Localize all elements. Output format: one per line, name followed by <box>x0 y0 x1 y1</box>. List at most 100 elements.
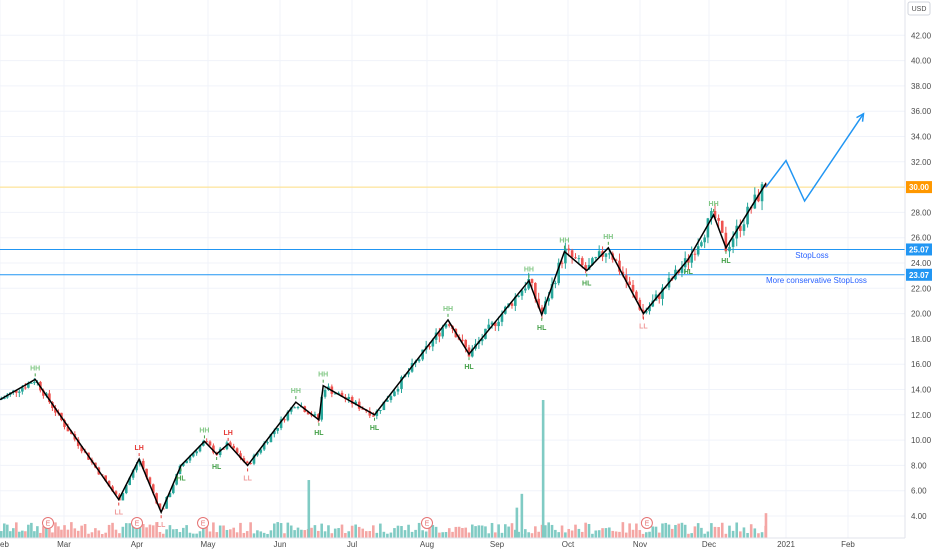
volume-bar <box>577 528 581 538</box>
candle-body <box>547 298 550 302</box>
pivot-label: HH <box>559 238 569 245</box>
volume-bar <box>644 532 648 538</box>
volume-bar <box>444 532 448 538</box>
candle-body <box>124 484 128 494</box>
candle-body <box>690 253 693 263</box>
volume-bar <box>212 522 215 538</box>
x-tick-label: Oct <box>562 540 575 549</box>
candle-body <box>648 306 651 312</box>
earnings-event-icon[interactable] <box>640 517 653 529</box>
pivot-label: HL <box>537 325 547 332</box>
x-tick-label: Feb <box>841 540 855 549</box>
candle-body <box>494 322 497 327</box>
volume-bar <box>48 528 51 538</box>
candle-body <box>584 265 587 270</box>
price-badge-text: 23.07 <box>909 271 930 280</box>
volume-bar <box>651 526 655 538</box>
volume-bar <box>229 529 232 538</box>
y-tick-label: 6.00 <box>911 487 927 496</box>
candle-body <box>357 401 361 409</box>
candle-body <box>232 445 236 449</box>
candle-body <box>534 282 537 299</box>
candle-body <box>104 475 107 482</box>
candle-body <box>256 452 259 456</box>
candle-body <box>340 392 344 397</box>
candle-body <box>21 387 24 392</box>
earnings-event-icon[interactable] <box>131 517 143 529</box>
y-tick-label: 22.00 <box>911 284 932 293</box>
pivot-label: HL <box>582 281 592 288</box>
candle-body <box>269 434 273 443</box>
candle-body <box>624 275 628 282</box>
volume-bar <box>66 529 70 538</box>
y-tick-label: 20.00 <box>911 310 932 319</box>
volume-bar <box>541 400 545 538</box>
candle-body <box>347 396 351 400</box>
earnings-event-icon[interactable] <box>421 517 433 529</box>
annotation-text: StopLoss <box>795 251 828 260</box>
volume-bar <box>317 530 320 538</box>
volume-bar <box>104 532 107 538</box>
candle-body <box>742 224 746 231</box>
volume-bar <box>431 524 435 538</box>
volume-bar <box>337 528 340 538</box>
volume-bar <box>155 522 158 538</box>
earnings-event-icon[interactable] <box>42 517 54 529</box>
volume-bar <box>0 531 3 538</box>
volume-bar <box>739 531 742 538</box>
candle-body <box>537 298 540 308</box>
volume-bar <box>454 526 458 538</box>
volume-bar <box>148 524 152 538</box>
volume-bar <box>83 524 87 538</box>
volume-bar <box>504 524 507 538</box>
candle-body <box>641 309 645 313</box>
candle-body <box>713 210 717 219</box>
volume-bar <box>138 523 142 538</box>
candle-body <box>467 347 471 357</box>
candle-body <box>279 419 283 429</box>
volume-bar <box>121 526 125 538</box>
volume-bar <box>249 522 252 538</box>
volume-bar <box>428 524 431 538</box>
candle-body <box>382 401 386 411</box>
y-tick-label: 16.00 <box>911 360 932 369</box>
x-tick-label: Jul <box>347 540 357 549</box>
candle-body <box>517 295 520 297</box>
candle-body <box>608 253 611 255</box>
candle-body <box>540 307 544 314</box>
volume-bar <box>604 528 608 538</box>
candle-body <box>417 359 421 362</box>
volume-bar <box>690 533 693 538</box>
volume-bar <box>447 528 451 538</box>
volume-bar <box>232 527 236 538</box>
candle-body <box>438 332 441 337</box>
volume-bar <box>124 523 128 538</box>
volume-bar <box>347 531 351 538</box>
volume-bar <box>27 524 30 538</box>
earnings-event-icon[interactable] <box>197 517 210 529</box>
volume-bar <box>584 522 587 538</box>
pivot-label: HH <box>291 388 301 395</box>
volume-bar <box>175 528 178 538</box>
candle-body <box>276 428 279 431</box>
volume-bar <box>239 522 242 538</box>
volume-bar <box>276 522 279 538</box>
candle-body <box>464 339 468 348</box>
volume-bar <box>424 531 428 538</box>
candle-body <box>614 259 618 261</box>
pivot-label: LH <box>134 445 143 452</box>
volume-bar <box>524 529 527 538</box>
volume-bar <box>307 480 311 538</box>
candle-body <box>296 407 300 409</box>
currency-box[interactable] <box>907 1 931 16</box>
volume-bar <box>731 530 735 538</box>
volume-bar <box>100 533 104 538</box>
volume-bar <box>742 527 746 538</box>
candle-body <box>696 246 700 255</box>
candle-body <box>350 396 354 404</box>
candle-body <box>560 262 564 264</box>
volume-bar <box>350 525 354 538</box>
volume-bar <box>507 526 510 538</box>
candle-body <box>48 393 51 403</box>
